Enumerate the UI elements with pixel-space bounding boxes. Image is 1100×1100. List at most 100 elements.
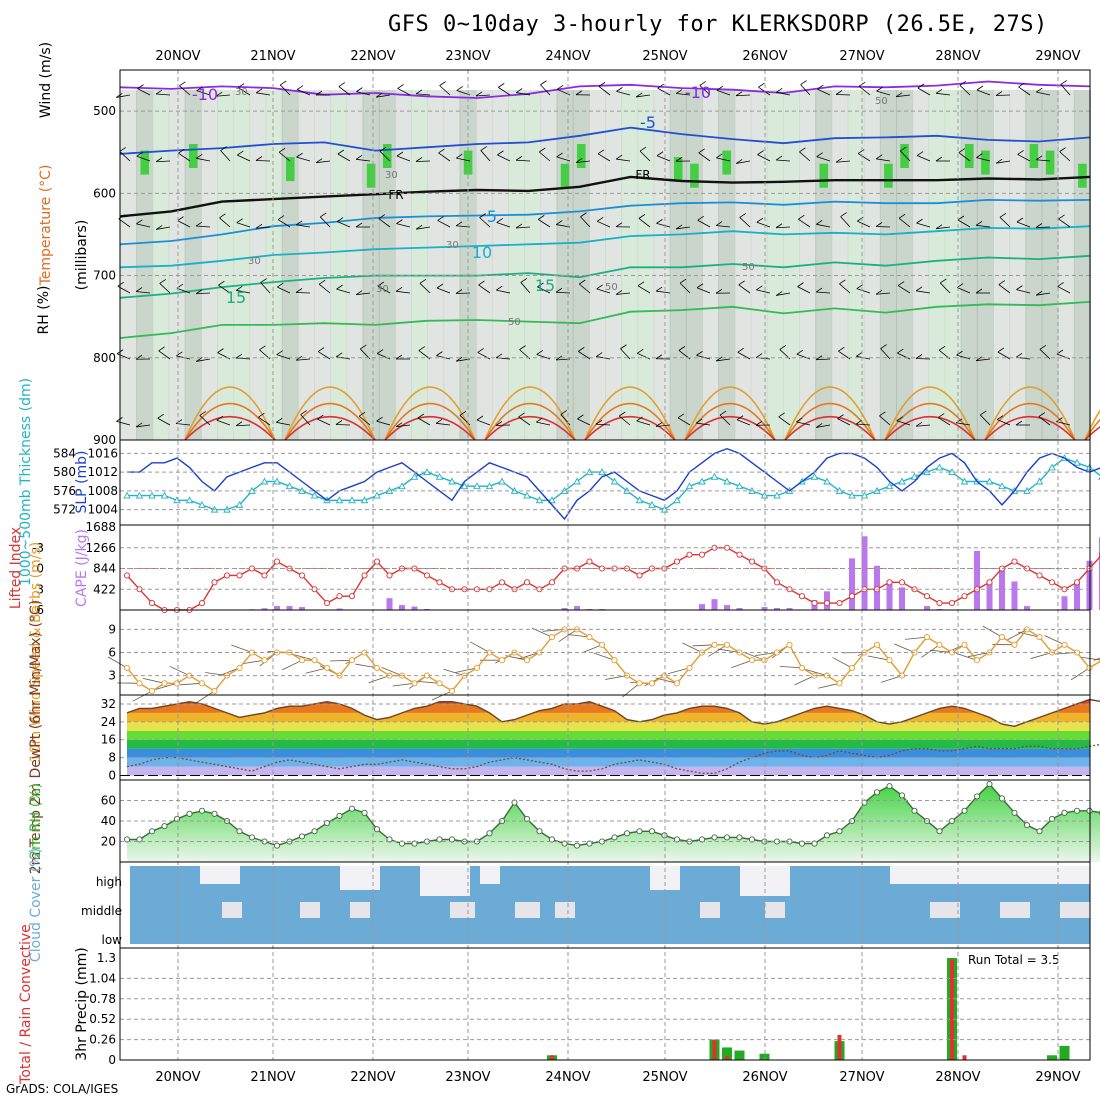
upper-wind-barb-flag <box>117 281 124 287</box>
wind10m-barb <box>1070 667 1090 681</box>
precip-convective-bar <box>837 1034 842 1060</box>
warm-isotherm-arch <box>784 402 876 441</box>
upper-wind-barb <box>879 415 891 426</box>
date-label-bottom: 22NOV <box>350 1070 395 1085</box>
upper-wind-barb <box>536 421 551 426</box>
warm-isotherm-arch <box>884 386 976 441</box>
upper-wind-barb-flag <box>258 412 265 418</box>
upper-wind-barb <box>417 417 431 426</box>
rh-high-cell <box>1029 144 1039 168</box>
upper-wind-barb <box>336 288 351 294</box>
upper-wind-barb-flag <box>598 82 606 87</box>
isotherm-label: 15 <box>226 288 246 307</box>
upper-wind-barb-flag <box>637 281 645 287</box>
isotherm-5 <box>119 198 1091 246</box>
upper-wind-barb-flag <box>415 224 423 230</box>
upper-wind-barb-flag <box>418 346 426 351</box>
upper-wind-barb-flag <box>915 421 923 427</box>
upper-wind-barb-flag <box>636 348 644 354</box>
upper-wind-barb <box>676 93 691 96</box>
rh2m-point <box>311 828 318 835</box>
upper-wind-barb-flag <box>879 411 886 417</box>
rh2m-point <box>1073 807 1081 814</box>
upper-wind-barb <box>696 422 711 426</box>
upper-wind-barb-flag <box>459 410 467 416</box>
thickness-point <box>148 491 156 499</box>
wind10m-point <box>936 641 943 648</box>
thickness-point <box>723 477 731 485</box>
rh2m-point <box>986 781 993 788</box>
upper-wind-barb <box>979 414 991 426</box>
upper-wind-barb-flag <box>1017 150 1024 155</box>
rh-shade-column <box>297 90 315 440</box>
wind10m-panel <box>107 625 1100 704</box>
upper-wind-barb-flag <box>998 280 1006 285</box>
upper-wind-barb-flag <box>176 351 183 357</box>
upper-wind-barb-flag <box>735 159 743 164</box>
rh2m-point <box>898 792 906 799</box>
lifted-index-point <box>361 572 368 579</box>
upper-wind-barb-flag <box>596 216 604 222</box>
upper-wind-barb <box>377 285 391 294</box>
cape-bar <box>261 608 268 610</box>
wind10m-point <box>1061 641 1068 648</box>
rh-shade-column <box>685 90 703 440</box>
upper-wind-barb-flag <box>375 92 383 98</box>
axis-tick-label: 0.26 <box>89 1033 116 1047</box>
lifted-index-point <box>236 572 243 579</box>
upper-wind-barb <box>817 88 831 96</box>
upper-wind-barb-flag <box>135 422 143 428</box>
upper-wind-barb-flag <box>800 80 807 85</box>
axis-tick-label: 1016 <box>87 446 118 460</box>
upper-wind-barb <box>258 416 271 426</box>
warm-isotherm-arch <box>884 416 976 441</box>
upper-wind-barb-flag <box>119 147 126 152</box>
upper-wind-barb <box>716 89 731 96</box>
thickness-point <box>998 482 1006 490</box>
rh-high-cell <box>964 144 974 168</box>
upper-wind-barb <box>276 354 291 360</box>
upper-wind-barb-flag <box>300 410 307 415</box>
isotherm-15 <box>119 254 1091 299</box>
wind10m-point <box>598 641 606 648</box>
upper-wind-barb <box>876 292 891 295</box>
upper-wind-barb <box>597 220 611 228</box>
upper-wind-barb <box>735 94 751 97</box>
upper-wind-barb <box>436 422 451 426</box>
warm-isotherm-arch <box>484 402 576 441</box>
lifted-index-point <box>886 579 893 586</box>
upper-wind-barb-flag <box>755 420 763 426</box>
wind10m-point <box>411 680 418 687</box>
upper-wind-barb-flag <box>716 153 723 159</box>
upper-wind-barb <box>636 94 651 98</box>
upper-wind-barb-flag <box>1016 285 1023 290</box>
rh-high-cell <box>576 144 586 168</box>
lifted-index-point <box>673 558 681 565</box>
lifted-index-point <box>636 572 643 579</box>
axis-tick-label: 9 <box>108 622 116 636</box>
upper-wind-barb-flag <box>835 157 843 163</box>
upper-wind-barb-flag <box>255 223 263 229</box>
rh2m-point <box>811 840 818 847</box>
upper-wind-barb <box>800 84 811 96</box>
upper-wind-barb <box>279 84 291 96</box>
upper-wind-barb <box>976 157 991 162</box>
precip-total-bar <box>1059 1045 1070 1060</box>
upper-wind-barb <box>1018 86 1031 96</box>
upper-wind-barb-flag <box>875 154 883 160</box>
upper-wind-barb-flag <box>478 280 485 286</box>
rh-high-cell <box>285 157 295 182</box>
upper-wind-barb <box>419 282 431 294</box>
wind10m-barb <box>805 669 828 676</box>
upper-wind-barb <box>597 153 611 162</box>
upper-wind-barb-flag <box>855 419 863 425</box>
upper-wind-barb-flag <box>716 85 724 91</box>
lifted-index-point <box>748 558 756 565</box>
upper-wind-barb <box>578 351 591 360</box>
upper-wind-barb-flag <box>698 148 705 154</box>
axis-tick-label: 844 <box>93 562 116 576</box>
upper-wind-barb-flag <box>438 148 445 154</box>
upper-wind-barb-flag <box>896 416 903 422</box>
upper-wind-barb-flag <box>798 214 805 220</box>
thickness-point <box>773 491 781 499</box>
